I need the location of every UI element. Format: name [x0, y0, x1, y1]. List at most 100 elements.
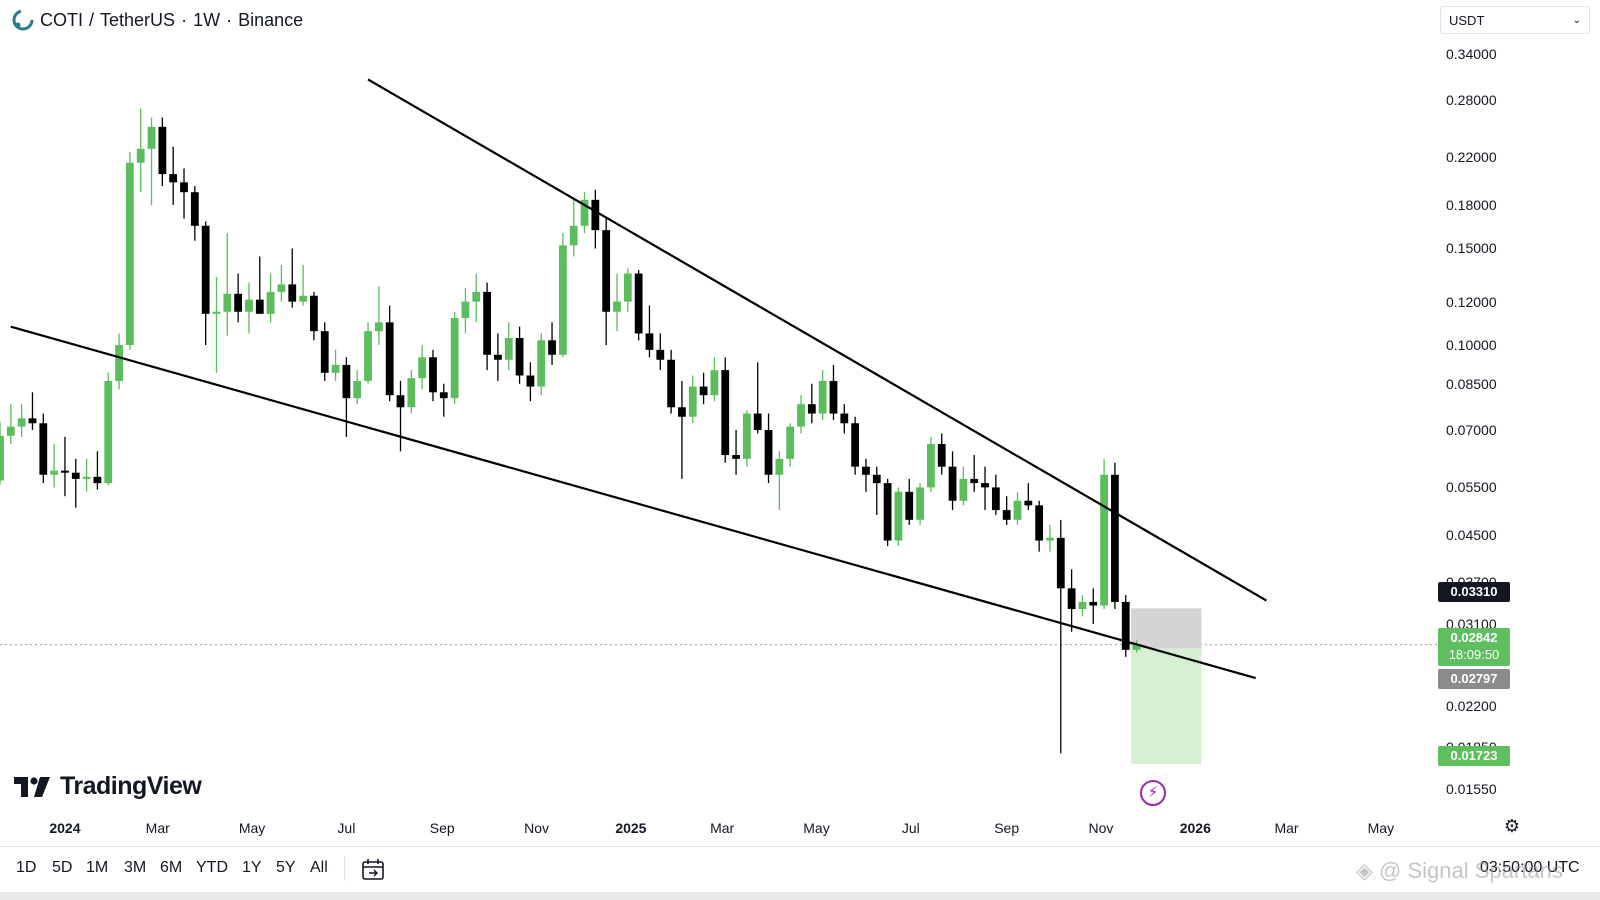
- candle-body: [1132, 644, 1141, 650]
- candle-body: [905, 491, 914, 520]
- time-tick-label: May: [803, 820, 830, 836]
- range-button[interactable]: 1D: [16, 859, 37, 876]
- candle-body: [385, 322, 394, 396]
- candle-body: [1035, 505, 1044, 541]
- candle-body: [1078, 601, 1087, 610]
- candle-body: [862, 466, 870, 475]
- gear-icon[interactable]: ⚙: [1503, 816, 1521, 836]
- candle-body: [71, 472, 80, 479]
- candle-body: [872, 474, 881, 484]
- symbol-name: COTI: [40, 9, 83, 30]
- currency-value: USDT: [1449, 12, 1485, 28]
- brand-name: TradingView: [60, 772, 202, 800]
- range-button[interactable]: YTD: [196, 859, 228, 876]
- stop-price-badge: 0.03310: [1438, 582, 1510, 602]
- time-tick-label: 2026: [1179, 820, 1211, 836]
- candle-body: [883, 483, 892, 541]
- candle-body: [1089, 601, 1098, 606]
- candle-body: [1013, 500, 1022, 520]
- candle-body: [797, 404, 805, 427]
- range-button[interactable]: 5Y: [276, 859, 296, 876]
- candle-body: [93, 476, 102, 484]
- range-button[interactable]: 5D: [52, 859, 73, 876]
- binance-icon: ◈: [1356, 858, 1373, 883]
- candle-body: [1100, 474, 1108, 606]
- candle-body: [764, 429, 773, 475]
- range-button[interactable]: 3M: [124, 859, 147, 876]
- price-tick-label: 0.08500: [1446, 375, 1497, 392]
- candle-body: [623, 273, 632, 302]
- time-tick-label: Mar: [145, 820, 170, 836]
- price-tick-label: 0.02200: [1446, 697, 1497, 714]
- candle-body: [807, 404, 816, 414]
- time-tick-label: May: [1367, 820, 1395, 836]
- candle-body: [212, 311, 221, 314]
- target-price-badge: 0.01723: [1438, 746, 1510, 766]
- candle-body: [645, 333, 654, 350]
- calendar-goto-icon[interactable]: [360, 857, 386, 883]
- trendline-lower: [10, 325, 1256, 680]
- candle-body: [558, 245, 567, 355]
- last-price-badge: 0.02842 18:09:50: [1438, 628, 1510, 666]
- symbol-header[interactable]: COTI / TetherUS · 1W · Binance: [12, 8, 303, 32]
- candle-body: [732, 455, 740, 459]
- candle-body: [548, 340, 556, 355]
- candle-body: [288, 284, 297, 302]
- candle-body: [374, 322, 383, 332]
- utc-time[interactable]: 03:50:00 UTC: [1480, 859, 1580, 876]
- candle-body: [634, 273, 643, 334]
- candle-body: [169, 174, 178, 183]
- candle-body: [851, 423, 860, 467]
- candle-body: [688, 386, 697, 417]
- time-tick-label: Mar: [1274, 820, 1299, 836]
- candle-body: [699, 386, 708, 396]
- candle-body: [959, 478, 968, 501]
- candle-body: [223, 293, 232, 312]
- candle-body: [1046, 537, 1054, 541]
- candle-body: [916, 487, 924, 520]
- candle-body: [461, 301, 470, 319]
- candle-body: [299, 295, 307, 302]
- candle-body: [948, 466, 957, 501]
- candle-body: [39, 423, 48, 475]
- candle-body: [483, 291, 491, 355]
- candle-body: [396, 395, 405, 408]
- candle-body: [418, 357, 427, 379]
- candle-body: [602, 230, 611, 312]
- candle-body: [450, 318, 459, 399]
- candle-body: [710, 370, 719, 396]
- time-tick-label: 2024: [49, 820, 81, 836]
- candle-body: [28, 418, 37, 424]
- symbol-separator: /: [89, 9, 95, 30]
- price-tick-label: 0.22000: [1446, 149, 1497, 166]
- interval-label: 1W: [193, 9, 221, 30]
- watermark-text: @ Signal Spartans: [1379, 858, 1563, 883]
- price-tick-label: 0.05500: [1446, 479, 1497, 496]
- candle-body: [981, 483, 989, 488]
- range-button[interactable]: 6M: [160, 859, 183, 876]
- toolbar-divider: [344, 857, 345, 881]
- candle-body: [515, 337, 524, 376]
- currency-select[interactable]: USDT ⌄: [1440, 6, 1590, 34]
- trendline-upper: [367, 78, 1268, 602]
- range-button[interactable]: 1M: [86, 859, 109, 876]
- tradingview-logo[interactable]: TradingView: [14, 772, 202, 801]
- lightning-icon[interactable]: ⚡: [1140, 780, 1166, 806]
- candle-body: [656, 349, 665, 360]
- candle-body: [104, 380, 113, 484]
- price-tick-label: 0.34000: [1446, 45, 1497, 62]
- candle-body: [753, 413, 762, 430]
- candle-body: [310, 295, 318, 332]
- candle-body: [472, 291, 481, 302]
- candle-body: [320, 331, 329, 373]
- time-tick-label: Nov: [524, 820, 550, 836]
- candle-body: [894, 491, 903, 541]
- candle-body: [494, 354, 502, 360]
- range-button[interactable]: All: [310, 859, 328, 876]
- candle-body: [125, 162, 134, 346]
- candle-body: [537, 340, 546, 387]
- candle-body: [353, 380, 362, 399]
- range-button[interactable]: 1Y: [242, 859, 262, 876]
- exchange-label: Binance: [238, 9, 304, 30]
